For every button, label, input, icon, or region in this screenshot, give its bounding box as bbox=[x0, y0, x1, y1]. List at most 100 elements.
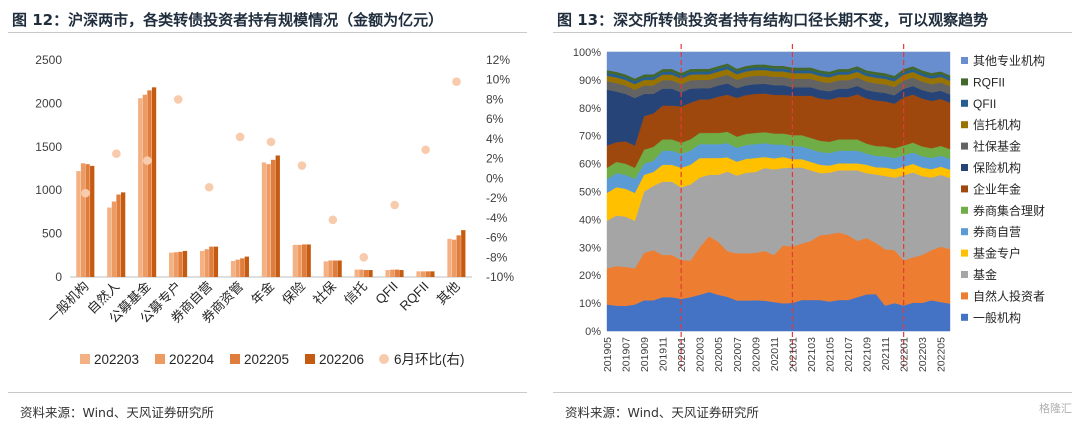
left-source-text: 资料来源：Wind、天风证券研究所 bbox=[20, 405, 214, 420]
x-tick-label: 202011 bbox=[769, 337, 781, 371]
bar-202203-10 bbox=[385, 270, 390, 277]
y-tick-label: 60% bbox=[579, 159, 601, 171]
left-title-bar: 图 12：沪深两市，各类转债投资者持有规模情况（金额为亿元） bbox=[8, 4, 527, 33]
mom-point-9 bbox=[359, 252, 369, 262]
bar-202203-8 bbox=[323, 261, 328, 277]
mom-point-10 bbox=[390, 200, 399, 210]
left-chart-panel: 图 12：沪深两市，各类转债投资者持有规模情况（金额为亿元） 0 500 1000 1… bbox=[0, 0, 535, 427]
right-y-tick-label: 6% bbox=[486, 112, 504, 126]
legend-label: 自然人投资者 bbox=[973, 288, 1045, 303]
legend-label: 券商集合理财 bbox=[973, 203, 1045, 218]
x-category-label: 年金 bbox=[248, 279, 277, 308]
y-tick-label: 90% bbox=[579, 75, 601, 87]
x-tick-label: 202109 bbox=[862, 337, 874, 372]
right-chart-panel: 图 13：深交所转债投资者持有结构口径长期不变，可以观察趋势 0% 10% 20% 3… bbox=[545, 0, 1080, 427]
mom-point-1 bbox=[112, 149, 121, 159]
bar-202203-5 bbox=[230, 260, 236, 277]
legend-swatch-基金 bbox=[961, 271, 968, 278]
bar-202204-10 bbox=[390, 269, 395, 277]
bar-202206-10 bbox=[399, 270, 404, 277]
right-title-bar: 图 13：深交所转债投资者持有结构口径长期不变，可以观察趋势 bbox=[553, 4, 1072, 33]
watermark-text: 格隆汇 bbox=[1039, 402, 1072, 415]
legend-label: 其他专业机构 bbox=[973, 53, 1045, 68]
x-tick-label: 202003 bbox=[695, 337, 707, 372]
x-tick-label: 202103 bbox=[806, 337, 818, 372]
legend-label: RQFII bbox=[973, 75, 1005, 89]
legend-swatch-企业年金 bbox=[961, 185, 968, 193]
x-tick-label: 201911 bbox=[658, 337, 670, 371]
bar-202206-12 bbox=[461, 230, 466, 277]
mom-point-11 bbox=[421, 145, 430, 155]
bar-202204-0 bbox=[80, 163, 86, 277]
bar-202206-3 bbox=[182, 250, 188, 277]
x-category-label: 一般机构 bbox=[44, 279, 91, 326]
x-tick-label: 201905 bbox=[602, 337, 614, 372]
right-chart-title: 图 13：深交所转债投资者持有结构口径长期不变，可以观察趋势 bbox=[557, 11, 989, 29]
legend-swatch-RQFII bbox=[961, 78, 968, 86]
mom-point-5 bbox=[235, 132, 245, 142]
legend-label: 202205 bbox=[244, 352, 289, 367]
bar-202204-4 bbox=[204, 249, 209, 277]
x-tick-label: 202203 bbox=[917, 337, 929, 372]
x-category-label: 社保 bbox=[310, 279, 339, 308]
y-tick-label: 40% bbox=[579, 214, 601, 226]
x-tick-label: 202205 bbox=[936, 337, 948, 372]
bar-202206-6 bbox=[275, 155, 280, 277]
legend-label: 社保基金 bbox=[973, 139, 1021, 154]
legend-label: 一般机构 bbox=[973, 310, 1021, 325]
legend-label: 202206 bbox=[319, 352, 364, 367]
right-y-tick-label: -8% bbox=[486, 250, 508, 264]
legend-swatch-202203 bbox=[80, 354, 90, 364]
mom-point-3 bbox=[173, 95, 183, 104]
y-tick-label: 30% bbox=[579, 242, 601, 254]
legend-swatch-一般机构 bbox=[961, 313, 968, 321]
bar-202205-8 bbox=[332, 260, 338, 277]
left-y-tick-label: 2000 bbox=[35, 96, 62, 110]
y-tick-label: 100% bbox=[573, 47, 601, 59]
bar-202205-10 bbox=[394, 269, 399, 277]
legend-swatch-基金专户 bbox=[961, 249, 968, 257]
legend-label: 202203 bbox=[94, 352, 139, 367]
right-source-bar: 资料来源：Wind、天风证券研究所 bbox=[553, 392, 1072, 423]
mom-point-4 bbox=[204, 182, 214, 192]
bar-202203-0 bbox=[76, 171, 81, 277]
x-category-label: RQFII bbox=[397, 279, 432, 314]
right-y-tick-label: 0% bbox=[486, 171, 504, 185]
legend-swatch-社保基金 bbox=[961, 142, 968, 150]
legend-label: 保险机构 bbox=[973, 160, 1021, 175]
area-其他专业机构 bbox=[606, 51, 951, 79]
bar-202206-7 bbox=[306, 244, 311, 277]
bar-202206-11 bbox=[430, 271, 435, 277]
legend-label: 券商自营 bbox=[973, 224, 1021, 239]
y-tick-label: 50% bbox=[579, 187, 601, 199]
y-tick-label: 80% bbox=[579, 103, 601, 115]
x-category-label: 信托 bbox=[341, 279, 370, 308]
legend-swatch-202204 bbox=[155, 354, 165, 364]
x-tick-label: 202007 bbox=[732, 337, 744, 372]
right-y-tick-label: -2% bbox=[486, 191, 508, 205]
bar-202205-4 bbox=[209, 246, 214, 277]
bar-202205-12 bbox=[456, 235, 461, 277]
y-tick-label: 0% bbox=[585, 326, 601, 338]
left-source-bar: 资料来源：Wind、天风证券研究所 bbox=[8, 392, 527, 423]
left-y-tick-label: 1500 bbox=[35, 140, 62, 154]
bar-202204-3 bbox=[173, 252, 178, 277]
mom-point-0 bbox=[81, 188, 90, 198]
right-y-tick-label: 8% bbox=[486, 92, 504, 106]
x-tick-label: 202111 bbox=[880, 337, 892, 371]
legend-swatch-202205 bbox=[230, 354, 240, 364]
bar-202203-11 bbox=[416, 271, 421, 277]
legend-swatch-mom bbox=[379, 354, 389, 364]
right-source-text: 资料来源：Wind、天风证券研究所 bbox=[565, 405, 759, 420]
x-tick-label: 202001 bbox=[676, 337, 688, 372]
bar-202206-8 bbox=[337, 260, 342, 277]
bar-202205-6 bbox=[271, 159, 276, 277]
bar-202203-4 bbox=[199, 250, 205, 277]
bar-202206-0 bbox=[90, 165, 95, 277]
x-tick-label: 201909 bbox=[639, 337, 651, 372]
bar-202203-2 bbox=[138, 98, 143, 277]
bar-202203-9 bbox=[354, 269, 359, 277]
right-y-tick-label: -6% bbox=[486, 231, 508, 245]
right-y-tick-label: -10% bbox=[486, 270, 514, 284]
mom-point-2 bbox=[143, 156, 152, 165]
